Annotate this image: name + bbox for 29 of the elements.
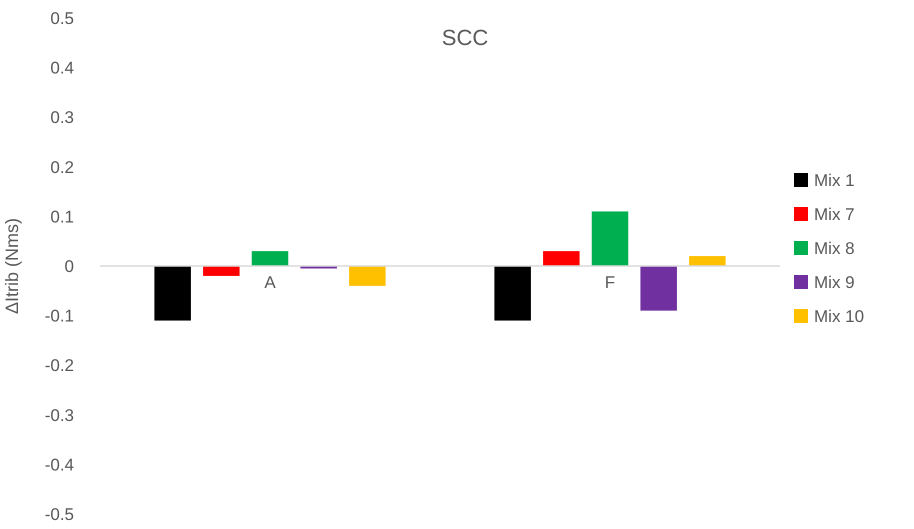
y-tick-label: 0.2 xyxy=(50,158,74,177)
y-tick-label: 0.1 xyxy=(50,207,74,226)
legend-label: Mix 7 xyxy=(814,204,855,224)
bar xyxy=(689,256,726,266)
bar xyxy=(252,251,288,266)
y-tick-label: 0 xyxy=(64,256,74,276)
y-tick-label: -0.1 xyxy=(44,306,74,326)
x-tick-label: F xyxy=(604,273,616,292)
legend-label: Mix 8 xyxy=(814,238,855,258)
bar xyxy=(640,266,677,311)
legend-label: Mix 1 xyxy=(814,170,855,190)
chart-title: SCC xyxy=(442,25,488,50)
bar xyxy=(592,211,628,266)
legend-label: Mix 10 xyxy=(814,306,864,326)
y-tick-label: -0.2 xyxy=(44,356,74,376)
y-tick-label: -0.4 xyxy=(44,455,74,474)
y-tick-label: 0.5 xyxy=(50,8,74,28)
y-tick-label: 0.4 xyxy=(50,58,74,78)
bar xyxy=(154,266,191,321)
legend-label: Mix 9 xyxy=(814,272,855,292)
y-tick-label: 0.3 xyxy=(50,108,74,128)
y-axis-title: ΔItrib (Nms) xyxy=(2,218,22,314)
bar xyxy=(349,266,386,286)
bar xyxy=(543,251,580,266)
x-tick-label: A xyxy=(264,273,276,292)
bar xyxy=(494,266,531,321)
y-tick-label: -0.3 xyxy=(44,406,74,425)
bar xyxy=(203,266,240,276)
y-tick-label: -0.5 xyxy=(44,504,74,524)
